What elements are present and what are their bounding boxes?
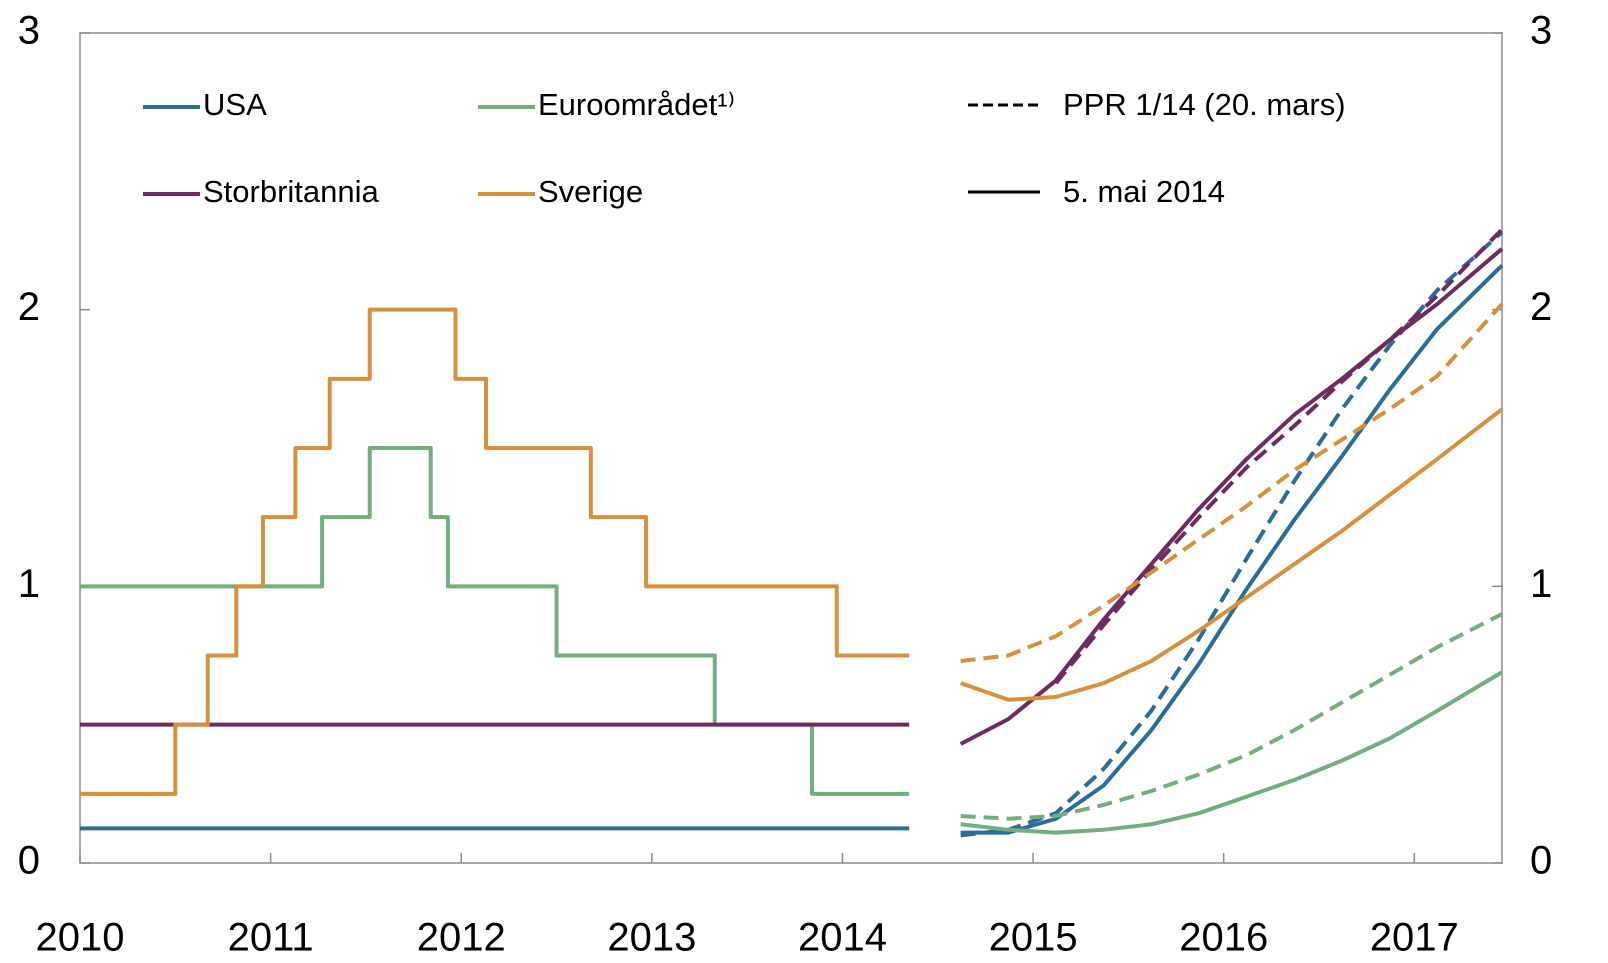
series-line — [960, 263, 1504, 835]
y-tick-label: 0 — [18, 839, 40, 883]
y2-tick-label: 3 — [1530, 9, 1552, 53]
legend-style-label: PPR 1/14 (20. mars) — [1063, 87, 1346, 122]
y-tick-label: 2 — [18, 285, 40, 329]
series-line — [959, 407, 1504, 702]
x-tick-label: 2015 — [989, 916, 1078, 960]
y-tick-label: 1 — [18, 562, 40, 606]
x-tick-label: 2014 — [798, 916, 887, 960]
y-tick-label: 3 — [18, 9, 40, 53]
series-line — [960, 612, 1503, 821]
legend-label: Sverige — [538, 174, 643, 209]
series-line — [80, 307, 910, 796]
plot-frame — [79, 32, 1503, 864]
x-tick-label: 2017 — [1370, 916, 1459, 960]
series-line — [80, 446, 910, 796]
legend-label: Euroområdet¹⁾ — [538, 87, 735, 122]
y2-tick-label: 1 — [1530, 562, 1552, 606]
x-tick-label: 2016 — [1179, 916, 1268, 960]
series-line — [959, 247, 1504, 746]
legend-style-label: 5. mai 2014 — [1063, 174, 1225, 209]
x-tick-label: 2011 — [228, 916, 314, 960]
y2-tick-label: 0 — [1530, 839, 1552, 883]
legend-label: USA — [203, 87, 267, 122]
x-tick-label: 2010 — [36, 916, 125, 960]
x-tick-label: 2013 — [607, 916, 696, 960]
series-line — [960, 230, 1504, 838]
series-line — [960, 670, 1504, 835]
series-line — [1054, 228, 1504, 685]
series-line — [960, 302, 1504, 664]
x-tick-label: 2012 — [417, 916, 506, 960]
y2-tick-label: 2 — [1530, 285, 1552, 329]
legend-label: Storbritannia — [203, 174, 380, 209]
